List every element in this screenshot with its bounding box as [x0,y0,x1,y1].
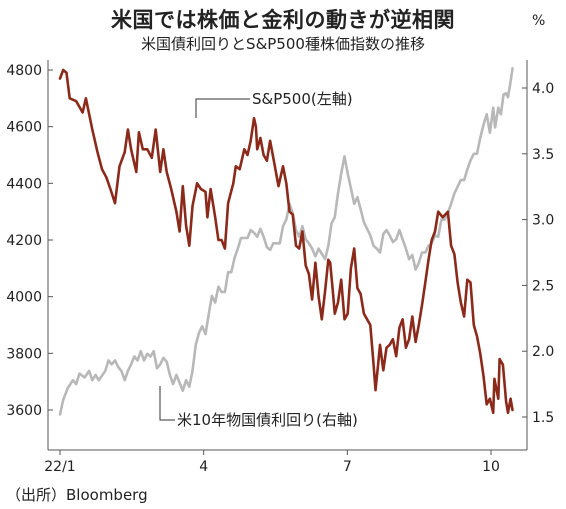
series-layer [58,67,514,416]
x-tick-label: 7 [343,459,352,475]
right-tick-label: 3.5 [532,147,554,163]
left-tick-label: 4400 [6,176,42,192]
right-tick-label: 2.5 [532,278,554,294]
sp500-series-label: S&P500(左軸) [252,90,353,108]
left-tick-label: 4000 [6,290,42,306]
x-tick-label: 10 [482,459,500,475]
right-axis-unit: % [532,13,546,29]
chart-title: 米国では株価と金利の動きが逆相関 [111,8,455,32]
sp500-series-line [58,68,514,415]
left-tick-label: 4600 [6,120,42,136]
left-tick-label: 3600 [6,403,42,419]
treasury-yield-series-line [58,67,514,416]
right-tick-label: 4.0 [532,81,554,97]
right-tick-label: 1.5 [532,410,554,426]
yield-leader-line [159,386,175,421]
annotation-layer: S&P500(左軸) 米10年物国債利回り(右軸) [159,90,358,429]
sp500-leader-line [195,98,250,118]
right-tick-label: 2.0 [532,344,554,360]
left-tick-label: 3800 [6,346,42,362]
right-tick-label: 3.0 [532,213,554,229]
source-note: （出所）Bloomberg [6,486,148,504]
left-tick-label: 4200 [6,233,42,249]
chart-subtitle: 米国債利回りとS&P500種株価指数の推移 [141,35,425,53]
yield-series-label: 米10年物国債利回り(右軸) [177,411,358,429]
left-tick-label: 4800 [6,63,42,79]
x-tick-label: 4 [199,459,208,475]
x-tick-label: 22/1 [44,459,75,475]
chart-axes: 3600 3800 4000 4200 4400 4600 4800 1.5 2.0 2.5 3.0… [6,60,554,475]
